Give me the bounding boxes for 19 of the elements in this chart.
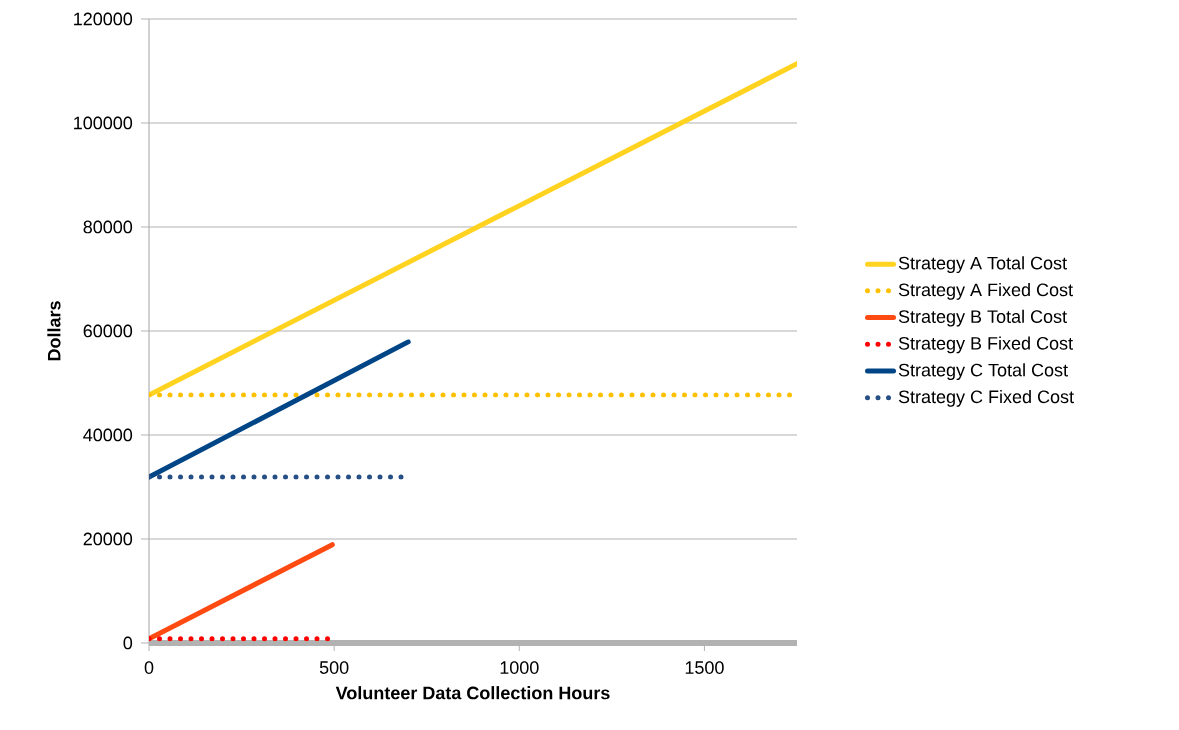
y-tick-label: 120000: [74, 12, 133, 26]
legend-label: Strategy C Fixed Cost: [898, 389, 1074, 407]
x-tick-label: 1000: [500, 661, 539, 674]
y-tick-label: 40000: [83, 428, 133, 442]
x-tick-label: 1500: [685, 661, 724, 674]
x-axis-title: Volunteer Data Collection Hours: [335, 686, 610, 700]
y-tick-label: 80000: [83, 220, 133, 234]
y-tick-label: 60000: [83, 324, 133, 338]
y-tick-label: 20000: [83, 532, 133, 546]
y-axis-title: Dollars: [47, 301, 61, 361]
legend-label: Strategy A Total Cost: [898, 256, 1067, 274]
x-tick-label: 0: [144, 661, 154, 674]
legend-label: Strategy A Fixed Cost: [898, 283, 1073, 300]
legend-label: Strategy C Total Cost: [898, 363, 1068, 380]
legend-label: Strategy B Fixed Cost: [898, 336, 1073, 354]
y-tick-label: 100000: [74, 116, 133, 130]
legend-label: Strategy B Total Cost: [898, 309, 1067, 327]
x-tick-label: 500: [319, 661, 349, 674]
y-tick-label: 0: [123, 636, 133, 650]
